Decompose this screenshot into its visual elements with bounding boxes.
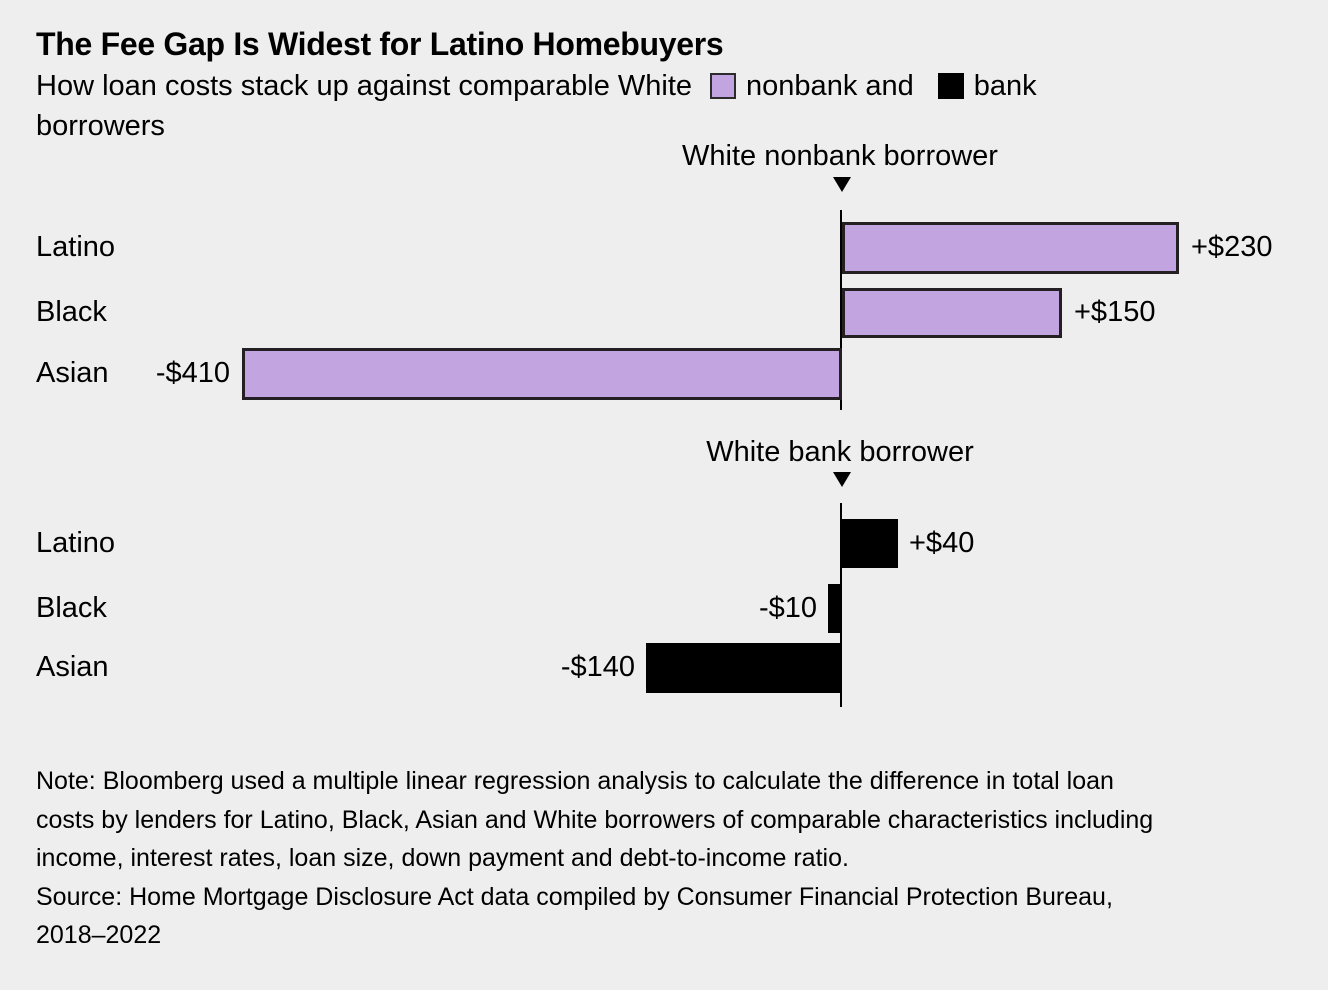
row-label-latino: Latino [36, 231, 116, 263]
subtitle-text: How loan costs stack up against comparab… [36, 70, 693, 102]
bar-nonbank-latino [842, 222, 1179, 274]
note-line: Note: Bloomberg used a multiple linear r… [36, 767, 1114, 795]
page-title: The Fee Gap Is Widest for Latino Homebuy… [36, 26, 724, 62]
value-label-nonbank-latino: +$230 [1191, 231, 1273, 263]
value-label-nonbank-black: +$150 [1074, 296, 1156, 328]
nonbank-baseline-axis [840, 210, 842, 410]
bar-bank-asian [646, 643, 842, 693]
source-line: 2018–2022 [36, 921, 162, 950]
bar-nonbank-asian [242, 348, 842, 400]
row-label-black-bank: Black [36, 591, 107, 624]
bank-baseline-marker-icon [833, 472, 851, 487]
row-label-black: Black [36, 296, 107, 328]
subtitle-line2: borrowers [36, 110, 165, 142]
row-label-asian-bank: Asian [36, 651, 109, 683]
bar-bank-latino [842, 519, 898, 568]
row-label-latino-bank: Latino [36, 526, 116, 559]
bank-legend-label: bank [973, 70, 1037, 102]
value-label-bank-black: -$10 [758, 591, 817, 624]
value-label-bank-asian: -$140 [560, 651, 635, 683]
value-label-bank-latino: +$40 [909, 526, 975, 559]
bank-legend-swatch-icon [937, 73, 964, 99]
bank-baseline-label: White bank borrower [706, 436, 974, 468]
source-line: Source: Home Mortgage Disclosure Act dat… [36, 882, 1113, 911]
bar-nonbank-black [842, 288, 1062, 338]
nonbank-legend-label: nonbank and [746, 70, 914, 102]
footnotes: Note: Bloomberg used a multiple linear r… [36, 762, 1153, 955]
row-label-asian: Asian [36, 357, 109, 389]
bar-bank-black [828, 584, 842, 633]
nonbank-legend-swatch-icon [710, 73, 737, 99]
chart-subtitle: How loan costs stack up against comparab… [36, 66, 1037, 146]
nonbank-baseline-label: White nonbank borrower [682, 140, 998, 172]
nonbank-baseline-marker-icon [833, 177, 851, 192]
note-line: costs by lenders for Latino, Black, Asia… [36, 805, 1154, 834]
note-line: income, interest rates, loan size, down … [36, 844, 849, 873]
value-label-nonbank-asian: -$410 [155, 357, 230, 389]
